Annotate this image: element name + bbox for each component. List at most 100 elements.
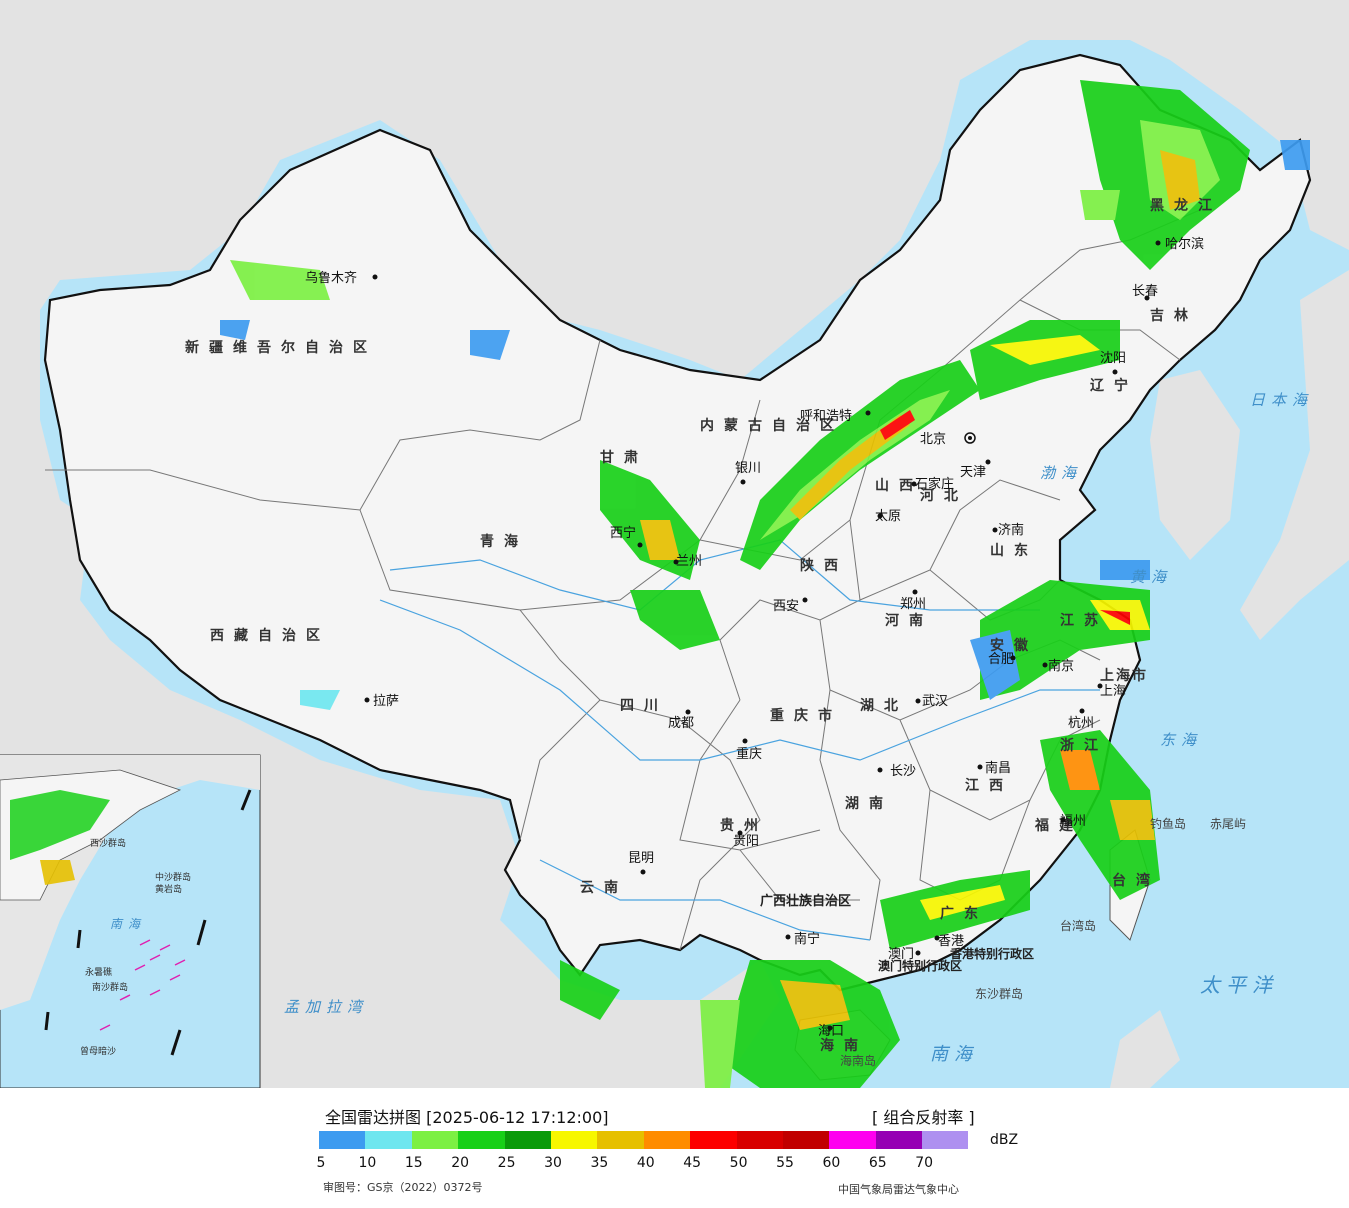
city-dot-icon — [673, 559, 679, 565]
radar-map[interactable]: 新疆维吾尔自治区 西藏自治区 青海 甘肃 内蒙古自治区 黑龙江 吉林 辽宁 河北… — [0, 0, 1349, 1088]
legend-swatch — [736, 1131, 783, 1149]
legend-swatch — [922, 1131, 969, 1149]
sea-label: 东海 — [1160, 731, 1202, 749]
prov-label: 辽宁 — [1090, 377, 1138, 394]
legend-swatch — [643, 1131, 691, 1149]
city-dot-icon — [977, 764, 983, 770]
legend-tick-label: 55 — [776, 1155, 794, 1171]
unit-label: dBZ — [990, 1132, 1019, 1148]
city-label: 太原 — [875, 509, 901, 524]
inset-label: 曾母暗沙 — [80, 1045, 116, 1057]
city-dot-icon — [915, 698, 921, 704]
city-dot-icon — [1010, 655, 1016, 661]
legend-tick-label: 65 — [868, 1155, 887, 1171]
city-dot-icon — [737, 830, 743, 836]
island-label: 海南岛 — [840, 1053, 876, 1068]
legend-tick-label: 25 — [497, 1155, 516, 1171]
prov-label: 河北 — [920, 487, 968, 504]
prov-label: 广东 — [940, 905, 988, 922]
city-label: 杭州 — [1068, 716, 1094, 731]
prov-label: 广西壮族自治区 — [760, 893, 851, 909]
island-labels: 钓鱼岛 赤尾屿 东沙群岛 海南岛 台湾岛 — [840, 816, 1246, 1068]
city-label: 重庆 — [736, 746, 762, 762]
prov-label: 贵州 — [720, 817, 768, 834]
city-dot-icon — [372, 274, 378, 280]
city-dot-icon — [802, 597, 808, 603]
city-label: 海口 — [818, 1024, 844, 1039]
prov-label: 甘肃 — [600, 449, 648, 466]
legend-swatch — [504, 1131, 551, 1149]
legend-tick-label: 15 — [404, 1155, 423, 1171]
city-dot-icon — [740, 479, 746, 485]
prov-label: 海南 — [820, 1037, 868, 1054]
capital-star-icon — [964, 432, 976, 444]
sea-labels: 日本海 渤海 黄海 东海 太平洋 南海 孟加拉湾 — [284, 391, 1307, 1065]
city-dot-icon — [1155, 240, 1161, 246]
source-label: 中国气象局雷达气象中心 — [838, 1183, 959, 1196]
city-label: 澳门 — [888, 946, 914, 962]
legend-swatch — [829, 1131, 876, 1149]
city-label: 北京 — [920, 432, 946, 447]
legend-swatch — [365, 1131, 412, 1149]
city-label: 南昌 — [985, 760, 1011, 776]
city-dot-icon — [877, 513, 883, 519]
prov-label: 四川 — [620, 698, 668, 714]
city-label: 武汉 — [922, 694, 948, 709]
legend-swatch — [875, 1131, 923, 1149]
legend-swatch — [458, 1131, 505, 1149]
city-label: 郑州 — [900, 597, 926, 612]
city-dot-icon — [911, 481, 917, 487]
city-label: 石家庄 — [915, 476, 954, 492]
legend-swatch — [411, 1131, 459, 1149]
rivers — [379, 539, 1100, 941]
sea-label: 渤海 — [1040, 464, 1082, 482]
legend-swatch — [782, 1131, 830, 1149]
city-label: 济南 — [998, 522, 1024, 538]
city-label: 昆明 — [628, 851, 654, 866]
city-dot-icon — [1042, 662, 1048, 668]
city-dot-icon — [637, 542, 643, 548]
city-label: 拉萨 — [373, 694, 399, 709]
city-dot-icon — [912, 589, 918, 595]
city-dot-icon — [992, 527, 998, 533]
legend-tick-label: 5 — [316, 1155, 326, 1171]
city-dot-icon — [685, 709, 691, 715]
city-label: 上海 — [1100, 684, 1126, 699]
legend-tick-label: 10 — [358, 1155, 377, 1171]
island-label: 东沙群岛 — [975, 986, 1023, 1001]
inset-label: 黄岩岛 — [155, 883, 182, 895]
prov-label: 湖北 — [860, 698, 908, 714]
city-label: 沈阳 — [1100, 351, 1126, 366]
city-dot-icon — [1079, 708, 1085, 714]
prov-label: 黑龙江 — [1150, 197, 1222, 214]
prov-label: 上海市 — [1100, 667, 1148, 684]
japan-land — [1240, 270, 1349, 640]
prov-label: 西藏自治区 — [210, 627, 330, 644]
city-dot-icon — [827, 1025, 833, 1031]
inset-label: 永暑礁 — [85, 966, 112, 978]
prov-label: 浙江 — [1060, 737, 1108, 754]
legend-swatch — [597, 1131, 644, 1149]
city-label: 西安 — [773, 599, 799, 614]
legend-swatch — [319, 1131, 366, 1149]
city-dot-icon — [1097, 683, 1103, 689]
city-dot-icon — [785, 934, 791, 940]
prov-label: 内蒙古自治区 — [700, 417, 844, 434]
province-labels: 新疆维吾尔自治区 西藏自治区 青海 甘肃 内蒙古自治区 黑龙江 吉林 辽宁 河北… — [185, 197, 1222, 1054]
legend-tick-label: 30 — [544, 1155, 562, 1171]
city-label: 银川 — [735, 461, 761, 476]
inset-label: 西沙群岛 — [90, 837, 126, 849]
prov-label: 安徽 — [990, 637, 1038, 654]
island-label: 台湾岛 — [1060, 918, 1096, 933]
color-scale-bar — [319, 1131, 969, 1149]
city-label: 福州 — [1060, 814, 1086, 829]
island-label: 赤尾屿 — [1210, 817, 1246, 831]
south-china-sea-inset[interactable]: 中沙群岛 黄岩岛 永暑礁 曾母暗沙 西沙群岛 南沙群岛 南海 — [0, 754, 261, 1088]
prov-label: 山东 — [990, 542, 1038, 559]
prov-label: 新疆维吾尔自治区 — [185, 339, 377, 356]
sea-label: 孟加拉湾 — [284, 998, 368, 1016]
prov-label: 吉林 — [1150, 307, 1198, 324]
city-label: 南京 — [1048, 658, 1074, 674]
city-dot-icon — [1112, 369, 1118, 375]
map-title: 全国雷达拼图 [2025-06-12 17:12:00] — [325, 1108, 609, 1127]
